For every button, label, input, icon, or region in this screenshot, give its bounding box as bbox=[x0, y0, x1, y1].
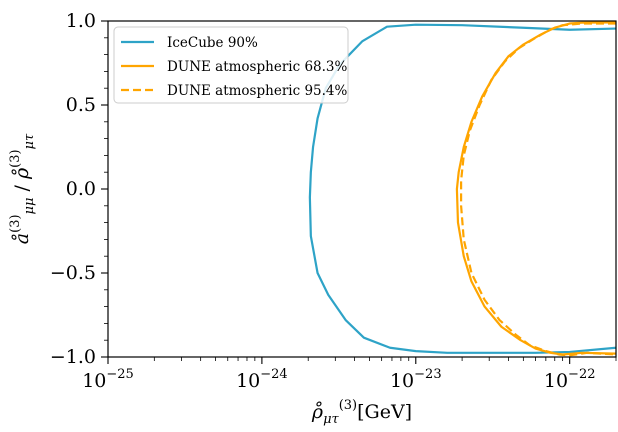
y-tick-label: −1.0 bbox=[50, 346, 96, 368]
x-tick-label: 10−22 bbox=[544, 367, 596, 392]
legend-entry-1: DUNE atmospheric 68.3% bbox=[167, 59, 347, 75]
x-tick-label: 10−25 bbox=[82, 367, 134, 392]
y-tick-label: 0.5 bbox=[66, 94, 96, 116]
x-tick-label: 10−23 bbox=[390, 367, 442, 392]
series-line-1 bbox=[455, 21, 616, 356]
legend-box bbox=[113, 26, 349, 104]
series-line-2 bbox=[460, 22, 616, 357]
y-tick-label: −0.5 bbox=[50, 262, 96, 284]
y-tick-label: 0.0 bbox=[66, 178, 96, 200]
legend-entry-0: IceCube 90% bbox=[167, 35, 258, 51]
legend-entry-2: DUNE atmospheric 95.4% bbox=[167, 83, 347, 99]
series-line-0 bbox=[308, 23, 616, 354]
x-tick-label: 10−24 bbox=[236, 367, 288, 392]
y-tick-label: 1.0 bbox=[66, 10, 96, 32]
x-axis-label: ρ̊μτ(3)[GeV] bbox=[311, 398, 412, 427]
y-axis-label: å(3)μμ / ρ̊(3)μτ bbox=[8, 133, 37, 244]
